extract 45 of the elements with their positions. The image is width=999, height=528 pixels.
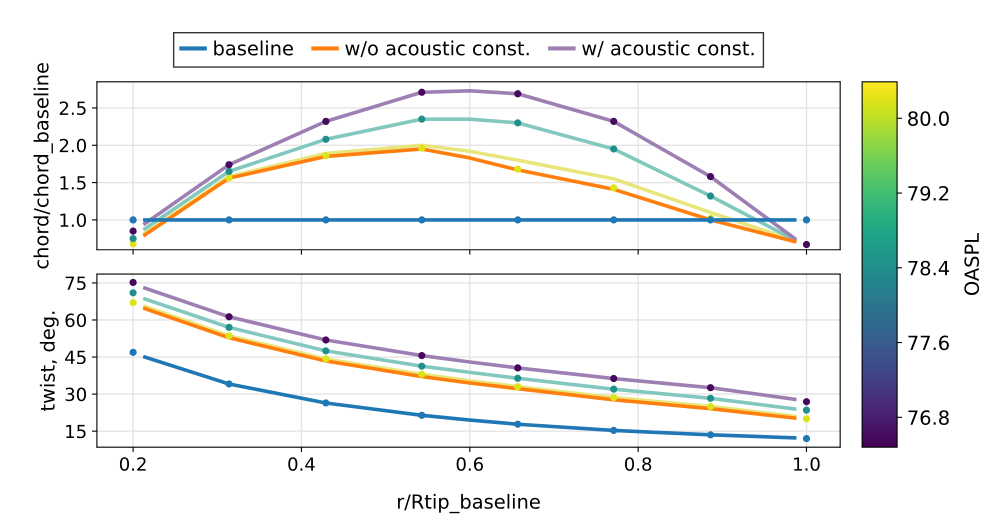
point: [706, 431, 714, 438]
line-series: [143, 88, 797, 240]
color-bar-label: 80.0: [908, 111, 949, 126]
y-tick-label: 75: [66, 276, 86, 290]
legend-label: w/o acoustic const.: [345, 40, 529, 58]
point: [514, 216, 522, 224]
point: [322, 216, 330, 224]
point: [802, 216, 810, 224]
point: [322, 399, 330, 407]
legend-label: w/ acoustic const.: [582, 40, 754, 58]
y-tick-label: 60: [65, 313, 86, 328]
y-tick-label: 45: [65, 350, 86, 364]
color-bar-label: 77.6: [908, 336, 949, 350]
x-tick-label: 0.4: [288, 457, 315, 471]
y-tick-label: 1.0: [60, 213, 86, 228]
color-bar-label: 78.4: [908, 260, 950, 276]
y-tick-label: 2.5: [60, 101, 86, 116]
point: [802, 434, 810, 442]
point: [610, 426, 618, 434]
point: [418, 412, 426, 419]
x-tick-label: 0.8: [624, 457, 652, 471]
x-axis-title: r/Rtip_baseline: [398, 494, 540, 514]
line-series: [143, 355, 797, 440]
color-bar-label: 76.8: [908, 410, 949, 425]
legend-label: baseline: [214, 40, 293, 56]
x-tick-label: 1.0: [794, 457, 820, 471]
y-tick-label: 15: [66, 424, 86, 438]
color-bar-label: 79.2: [908, 186, 948, 201]
point: [418, 216, 426, 224]
y-tick-label: 2.0: [60, 138, 86, 152]
line-series: [143, 117, 797, 242]
point: [514, 420, 522, 428]
point: [129, 348, 137, 356]
y-axis-title: chord/chord_baseline: [34, 63, 53, 268]
x-tick-label: 0.2: [120, 457, 146, 471]
y-tick-label: 1.5: [60, 176, 86, 190]
line-series: [143, 286, 797, 402]
point: [610, 216, 618, 224]
color-bar-title: OASPL: [964, 233, 980, 296]
point: [225, 380, 233, 388]
point: [225, 216, 233, 224]
y-tick-label: 30: [66, 388, 86, 402]
x-tick-label: 0.6: [456, 457, 484, 471]
y-axis-title: twist, deg.: [40, 312, 59, 412]
point: [129, 216, 137, 224]
